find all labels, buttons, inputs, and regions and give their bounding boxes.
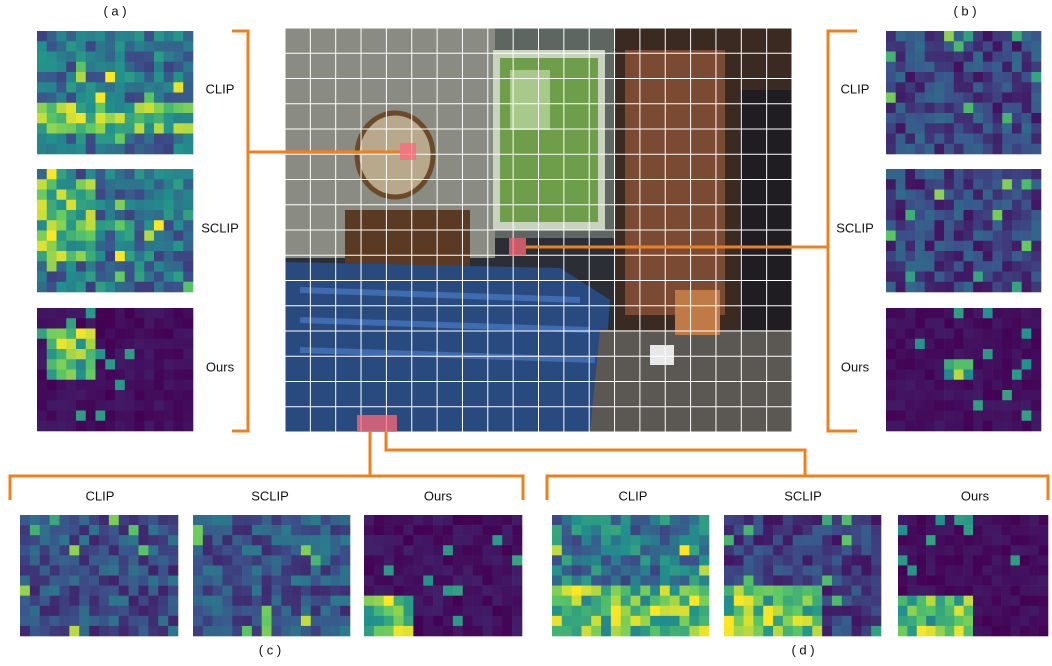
panel-label: ( c ): [259, 642, 281, 657]
heatmap: [193, 515, 350, 636]
method-label: CLIP: [841, 81, 870, 96]
method-label: CLIP: [619, 488, 648, 503]
heatmap: [37, 308, 193, 431]
heatmap: [886, 308, 1041, 431]
method-label: SCLIP: [836, 220, 874, 235]
method-label: Ours: [206, 359, 235, 374]
heatmap: [886, 169, 1041, 292]
method-label: CLIP: [86, 488, 115, 503]
method-label: Ours: [424, 488, 453, 503]
heatmap: [20, 515, 178, 636]
panel-label: ( a ): [103, 3, 126, 18]
method-label: SCLIP: [201, 220, 239, 235]
method-label: SCLIP: [784, 488, 822, 503]
heatmap: [552, 515, 709, 636]
heatmap: [364, 515, 522, 636]
panel-label: ( b ): [953, 3, 976, 18]
figure: ( a ) CLIP SCLIP Ours ( b ) CLIP SCLIP O…: [0, 0, 1052, 661]
heatmap: [724, 515, 881, 636]
method-label: SCLIP: [251, 488, 289, 503]
heatmap: [37, 169, 193, 292]
heatmap: [886, 31, 1041, 154]
method-label: Ours: [841, 359, 870, 374]
method-label: CLIP: [206, 81, 235, 96]
method-label: Ours: [961, 488, 990, 503]
heatmap: [37, 31, 193, 154]
photo: [285, 28, 792, 432]
panel-label: ( d ): [791, 642, 814, 657]
heatmap: [898, 515, 1048, 636]
